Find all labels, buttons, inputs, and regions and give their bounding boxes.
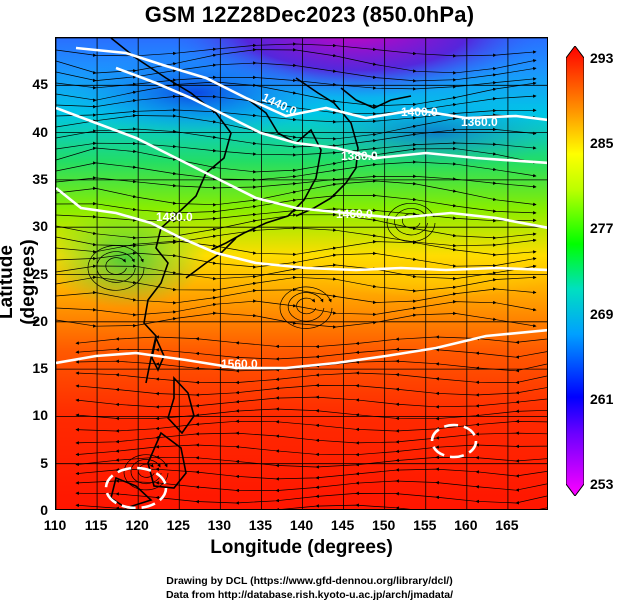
y-tick-label: 40 [32,123,48,140]
streamline-swirl [87,245,145,291]
height-contours [56,46,547,509]
map-plot-area: 1440.0 1400.0 1360.0 1380.0 1480.0 1460.0 1560… [55,37,548,510]
x-tick-label: 155 [413,517,437,533]
x-axis-label: Longitude (degrees) [210,537,393,558]
coastline [167,375,195,435]
colorbar [566,46,584,496]
y-tick-label: 35 [32,170,48,187]
height-contour-line [75,46,547,122]
contour-label: 1400.0 [401,105,438,119]
streamline [75,395,547,409]
x-tick-label: 140 [289,517,314,533]
y-tick-label: 5 [40,454,48,471]
y-tick-label: 10 [32,407,48,424]
streamline [75,503,547,509]
streamline-swirl [279,286,333,329]
streamline [75,431,547,445]
coastline [340,87,412,109]
streamline [75,479,547,493]
coastline [110,476,153,509]
x-tick-label: 145 [330,517,355,533]
contour-label: 1360.0 [461,115,498,129]
x-tick-label: 115 [84,517,108,533]
streamline [75,347,547,361]
streamline [75,371,547,385]
height-contour-line [115,66,547,165]
coastline [151,335,165,372]
coastline [295,77,359,217]
streamline [56,311,537,329]
streamline-swirl [394,208,428,236]
streamline [75,491,547,505]
height-contour-closed [104,466,168,509]
cold-shading-west [66,48,326,138]
x-tick-label: 130 [207,517,232,533]
y-axis-label: Latitude (degrees) [0,239,39,325]
coastline [110,38,232,384]
x-tick-label: 135 [248,517,273,533]
streamline-swirl [296,297,317,315]
x-tick-label: 150 [371,517,396,533]
chart-title: GSM 12Z28Dec2023 (850.0hPa) [144,2,475,27]
y-tick-label: 45 [32,76,48,93]
streamline-swirl [96,251,136,283]
colorbar-tick-label: 293 [590,50,614,66]
streamline-swirl [402,213,421,229]
streamline-swirl [287,292,325,322]
streamline-swirl [105,257,127,275]
contour-label: 1380.0 [341,149,378,163]
streamline [75,455,547,469]
coastline [185,237,237,279]
y-tick-label: 0 [40,502,48,518]
streamline [75,383,547,397]
x-tick-label: 165 [495,517,519,533]
x-tick-label: 160 [454,517,478,533]
height-contour-line [56,186,547,272]
height-contour-line [56,106,547,229]
streamline [56,94,537,116]
colorbar-tick-label: 269 [590,305,614,322]
y-tick-label: 25 [32,265,48,282]
streamline [56,275,537,293]
y-tick-label: 30 [32,218,48,235]
height-contour-line [56,328,547,370]
streamline [75,407,547,421]
colorbar-tick-label: 253 [590,476,614,492]
colorbar-tick-label: 277 [590,220,614,237]
coastline [147,431,187,489]
height-contour-closed [430,423,478,459]
y-tick-label: 20 [32,312,48,329]
streamline [75,419,547,433]
contour-label: 1560.0 [221,357,258,371]
credit-drawing: Drawing by DCL (https://www.gfd-dennou.o… [166,575,453,587]
contour-label: 1480.0 [156,210,193,224]
streamline-swirl [130,459,162,484]
coastlines [110,38,412,509]
streamline-swirl [386,202,436,243]
wind-streamlines [56,42,547,509]
colorbar-gradient [566,46,584,496]
x-tick-label: 125 [166,517,190,533]
contour-label: 1460.0 [336,207,373,221]
coastline [210,97,322,251]
streamline [75,467,547,481]
credit-data: Data from http://database.rish.kyoto-u.a… [165,589,454,601]
colorbar-tick-label: 261 [590,390,614,407]
x-tick-label: 110 [43,517,67,533]
x-tick-label: 120 [125,517,149,533]
colorbar-tick-label: 285 [590,135,614,152]
y-tick-label: 15 [32,360,48,377]
